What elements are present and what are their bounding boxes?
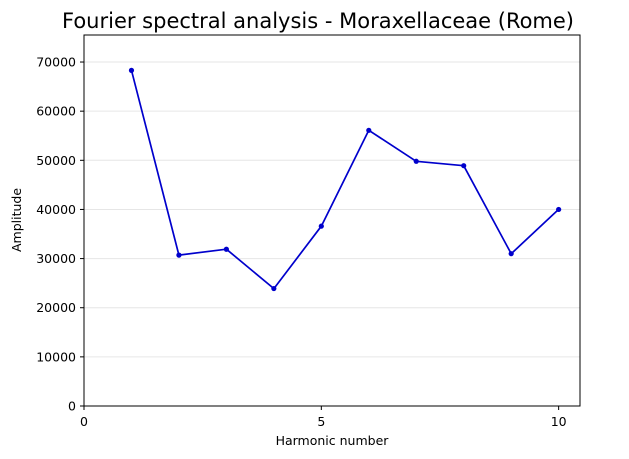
x-tick-label: 5 [317,414,325,429]
x-axis-label: Harmonic number [276,433,390,448]
grid-layer [84,61,580,358]
data-point [461,163,467,169]
data-point [223,246,229,252]
data-point [271,285,277,292]
data-point [128,67,135,73]
y-tick-label: 40000 [36,202,76,217]
y-tick-label: 50000 [36,153,76,168]
y-tick-label: 20000 [36,300,76,315]
y-tick-label: 30000 [36,251,76,266]
series-line [130,70,560,290]
data-point [413,158,419,164]
y-tick-label: 10000 [36,349,76,364]
ticks-layer: 0 10000 20000 30000 40000 50000 60000 70000 0 5 10 [36,55,566,429]
data-point [176,252,182,258]
y-tick-label: 60000 [36,104,76,119]
axes-layer [83,34,581,407]
y-tick-label: 0 [68,399,76,414]
data-point [366,127,372,133]
data-point [318,223,324,229]
data-point [508,251,514,257]
y-tick-label: 70000 [36,55,76,70]
x-tick-label: 0 [80,414,88,429]
chart-title: Fourier spectral analysis - Moraxellacea… [62,9,574,33]
data-point [556,206,562,213]
y-axis-label: Amplitude [9,188,24,252]
plot-area-frame [83,34,581,407]
series-layer [128,67,562,292]
x-tick-label: 10 [551,414,567,429]
